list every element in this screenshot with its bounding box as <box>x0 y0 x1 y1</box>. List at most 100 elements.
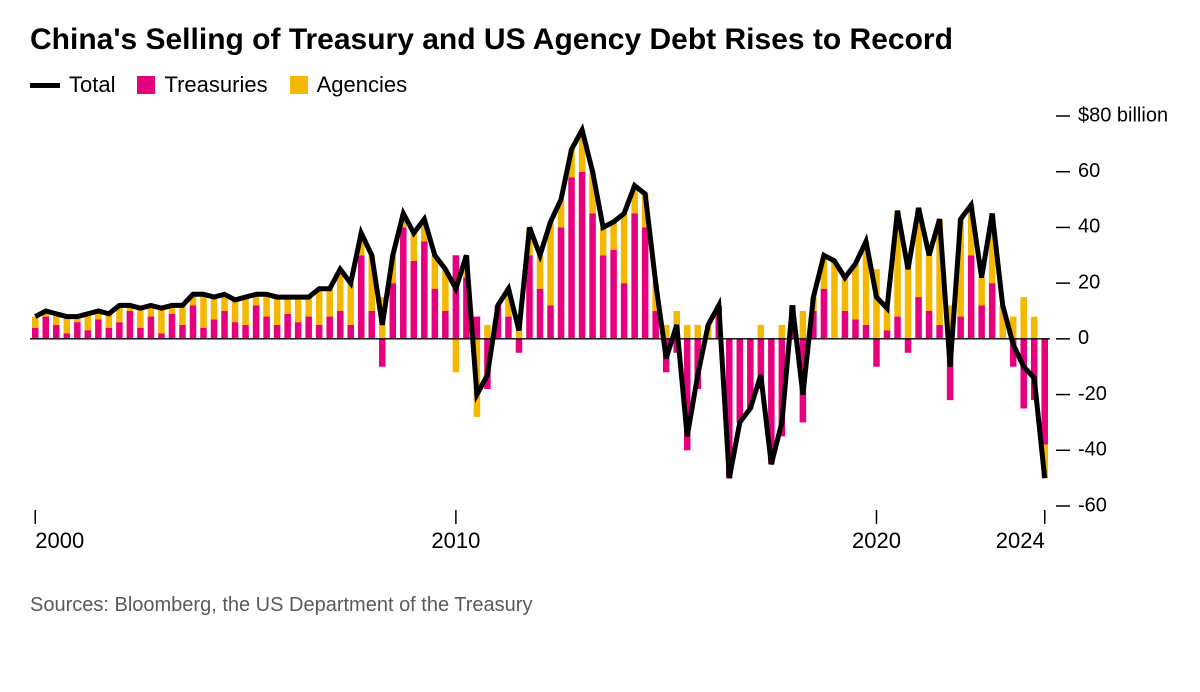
chart-area: -60-40-200204060$80 billion2000201020202… <box>30 106 1170 576</box>
bar-treasuries <box>411 261 418 339</box>
legend-item-agencies: Agencies <box>290 72 408 98</box>
bar-agencies <box>158 308 165 333</box>
bar-treasuries <box>190 305 197 338</box>
bar-agencies <box>211 297 218 319</box>
bar-agencies <box>305 297 312 317</box>
bar-agencies <box>242 297 249 325</box>
bar-agencies <box>32 317 39 328</box>
bar-agencies <box>600 227 607 255</box>
bar-agencies <box>1020 297 1027 339</box>
bar-treasuries <box>148 317 155 339</box>
bar-treasuries <box>737 339 744 423</box>
bar-treasuries <box>390 283 397 339</box>
bar-treasuries <box>179 325 186 339</box>
bar-treasuries <box>242 325 249 339</box>
x-axis: 2000201020202024 <box>35 510 1044 553</box>
bar-agencies <box>842 278 849 311</box>
bar-treasuries <box>368 311 375 339</box>
bar-treasuries <box>116 322 123 339</box>
bar-treasuries <box>905 339 912 353</box>
bar-treasuries <box>821 289 828 339</box>
y-tick-label: -40 <box>1078 439 1107 461</box>
bar-treasuries <box>558 227 565 338</box>
bar-treasuries <box>64 333 71 339</box>
bar-treasuries <box>232 322 239 339</box>
bar-treasuries <box>1020 339 1027 409</box>
bar-treasuries <box>85 331 92 339</box>
bar-treasuries <box>432 289 439 339</box>
bar-treasuries <box>379 339 386 367</box>
legend-item-total: Total <box>30 72 115 98</box>
bar-treasuries <box>137 328 144 339</box>
bar-agencies <box>978 278 985 306</box>
bar-treasuries <box>642 227 649 338</box>
bar-treasuries <box>842 311 849 339</box>
bar-treasuries <box>274 325 281 339</box>
bar-treasuries <box>957 317 964 339</box>
bar-treasuries <box>579 172 586 339</box>
bar-agencies <box>411 233 418 261</box>
bar-treasuries <box>295 322 302 339</box>
x-tick-label: 2020 <box>852 528 901 553</box>
bar-agencies <box>274 297 281 325</box>
bar-treasuries <box>200 328 207 339</box>
bar-treasuries <box>894 317 901 339</box>
bar-treasuries <box>453 255 460 339</box>
bar-agencies <box>316 289 323 325</box>
y-tick-label: 60 <box>1078 160 1100 182</box>
bar-agencies <box>684 325 691 339</box>
bar-treasuries <box>253 305 260 338</box>
bar-agencies <box>179 305 186 325</box>
bar-agencies <box>852 264 859 320</box>
chart-svg: -60-40-200204060$80 billion2000201020202… <box>30 106 1170 576</box>
bar-treasuries <box>169 314 176 339</box>
bar-treasuries <box>915 297 922 339</box>
y-axis: -60-40-200204060$80 billion <box>1056 106 1168 516</box>
bar-agencies <box>200 294 207 327</box>
y-tick-label: 20 <box>1078 271 1100 293</box>
bar-agencies <box>1031 317 1038 339</box>
bar-agencies <box>926 255 933 311</box>
legend-swatch-treasuries <box>137 76 155 94</box>
y-tick-label: $80 billion <box>1078 106 1168 126</box>
bar-treasuries <box>547 305 554 338</box>
bar-treasuries <box>505 317 512 339</box>
legend-label-agencies: Agencies <box>317 72 408 98</box>
bar-treasuries <box>537 289 544 339</box>
bar-treasuries <box>127 311 134 339</box>
bar-treasuries <box>358 255 365 339</box>
bar-agencies <box>295 297 302 322</box>
bar-agencies <box>758 325 765 339</box>
legend-swatch-line <box>30 83 60 88</box>
bar-treasuries <box>873 339 880 367</box>
legend-swatch-agencies <box>290 76 308 94</box>
chart-title: China's Selling of Treasury and US Agenc… <box>30 22 1090 58</box>
bar-treasuries <box>221 311 228 339</box>
chart-source: Sources: Bloomberg, the US Department of… <box>30 594 1170 617</box>
bar-treasuries <box>316 325 323 339</box>
x-tick-label: 2024 <box>996 528 1045 553</box>
bar-treasuries <box>631 214 638 339</box>
bar-treasuries <box>516 339 523 353</box>
bar-treasuries <box>863 325 870 339</box>
bar-treasuries <box>968 255 975 339</box>
bar-treasuries <box>568 177 575 339</box>
bar-treasuries <box>263 317 270 339</box>
bar-agencies <box>610 222 617 250</box>
legend: Total Treasuries Agencies <box>30 72 1170 98</box>
bar-agencies <box>453 339 460 372</box>
bar-treasuries <box>211 319 218 339</box>
bar-treasuries <box>589 214 596 339</box>
bar-treasuries <box>442 311 449 339</box>
bar-treasuries <box>326 317 333 339</box>
bar-treasuries <box>621 283 628 339</box>
bar-treasuries <box>852 319 859 339</box>
y-tick-label: 0 <box>1078 327 1089 349</box>
bar-treasuries <box>610 250 617 339</box>
bar-treasuries <box>926 311 933 339</box>
bar-treasuries <box>74 322 81 339</box>
bar-agencies <box>232 300 239 322</box>
bar-agencies <box>694 325 701 339</box>
bar-treasuries <box>400 227 407 338</box>
bar-agencies <box>831 261 838 339</box>
